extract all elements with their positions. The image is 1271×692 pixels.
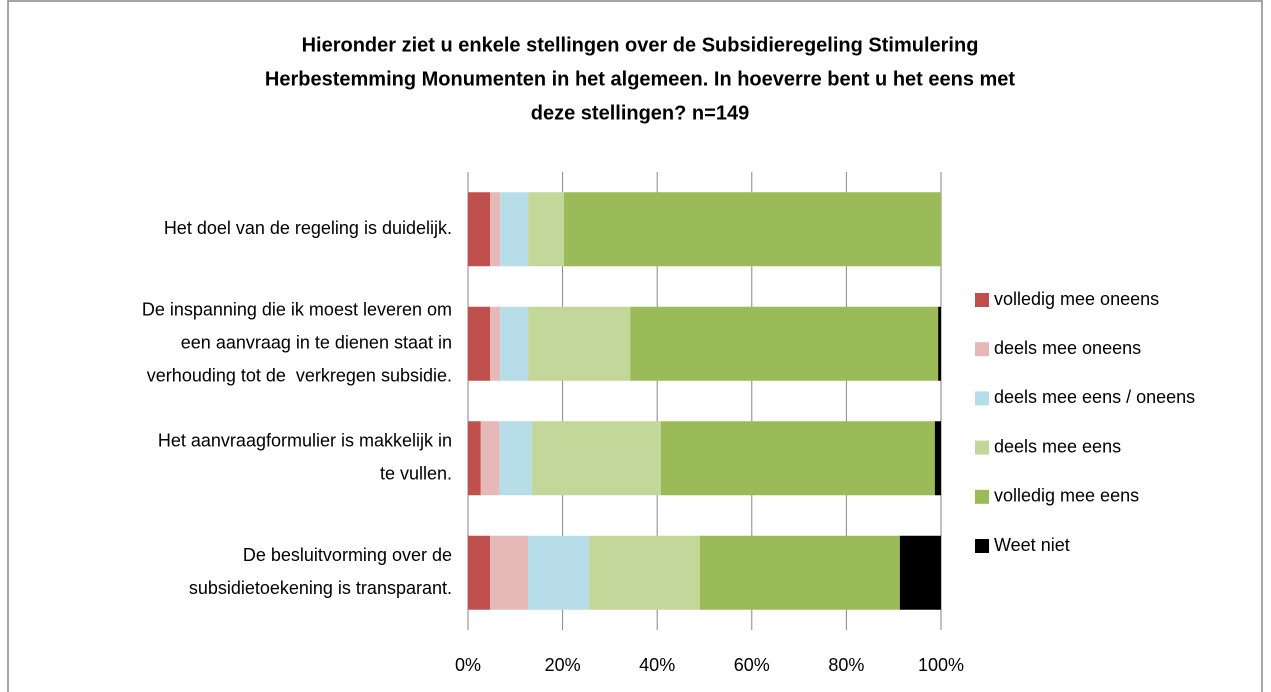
category-label: verhouding tot de verkregen subsidie. [147, 366, 452, 386]
x-tick-label: 0% [455, 655, 481, 675]
legend-swatch [975, 293, 989, 307]
category-label: subsidietoekening is transparant. [189, 578, 452, 598]
bar-segment [938, 306, 941, 381]
x-tick-label: 40% [639, 655, 675, 675]
chart-title: deze stellingen? n=149 [531, 102, 749, 124]
legend-label: Weet niet [994, 535, 1070, 555]
bar-segment [468, 192, 491, 267]
chart-title: Herbestemming Monumenten in het algemeen… [265, 68, 1015, 90]
bar-segment [528, 192, 565, 267]
bar-segment [468, 421, 481, 496]
legend-label: volledig mee oneens [994, 289, 1159, 309]
legend-swatch [975, 342, 989, 357]
bar-segment [528, 306, 631, 381]
bar-segment [899, 535, 941, 610]
legend-swatch [975, 489, 989, 504]
x-tick-label: 100% [918, 655, 964, 675]
bar-segment [660, 421, 935, 496]
bar-segment [490, 192, 501, 267]
category-label: Het aanvraagformulier is makkelijk in [158, 431, 452, 451]
bar-segment [490, 535, 529, 610]
category-label: De besluitvorming over de [243, 545, 452, 565]
category-label: Het doel van de regeling is duidelijk. [164, 218, 452, 238]
bar-segment [589, 535, 700, 610]
bar-segment [564, 192, 941, 267]
bar-segment [528, 535, 590, 610]
category-label: De inspanning die ik moest leveren om [142, 300, 452, 320]
legend-swatch [975, 539, 989, 553]
bar-segment [531, 421, 661, 496]
bar-segment [468, 535, 491, 610]
legend-swatch [975, 391, 989, 406]
bar-segment [699, 535, 900, 610]
bar-segment [500, 306, 529, 381]
legend-swatch [975, 440, 989, 455]
bar-segment [490, 306, 501, 381]
bar-segment [934, 421, 941, 496]
legend-label: deels mee oneens [994, 338, 1141, 358]
category-label: een aanvraag in te dienen staat in [181, 333, 452, 353]
x-tick-label: 60% [734, 655, 770, 675]
legend-label: volledig mee eens [994, 486, 1139, 506]
bar-segment [630, 306, 939, 381]
x-tick-label: 80% [828, 655, 864, 675]
bar-segment [468, 306, 491, 381]
bar-segment [499, 421, 532, 496]
bar-segment [500, 192, 529, 267]
category-label: te vullen. [380, 464, 452, 484]
x-tick-label: 20% [545, 655, 581, 675]
bar-segment [480, 421, 500, 496]
legend-label: deels mee eens / oneens [994, 387, 1195, 407]
legend-label: deels mee eens [994, 436, 1121, 456]
chart-title: Hieronder ziet u enkele stellingen over … [302, 34, 979, 56]
